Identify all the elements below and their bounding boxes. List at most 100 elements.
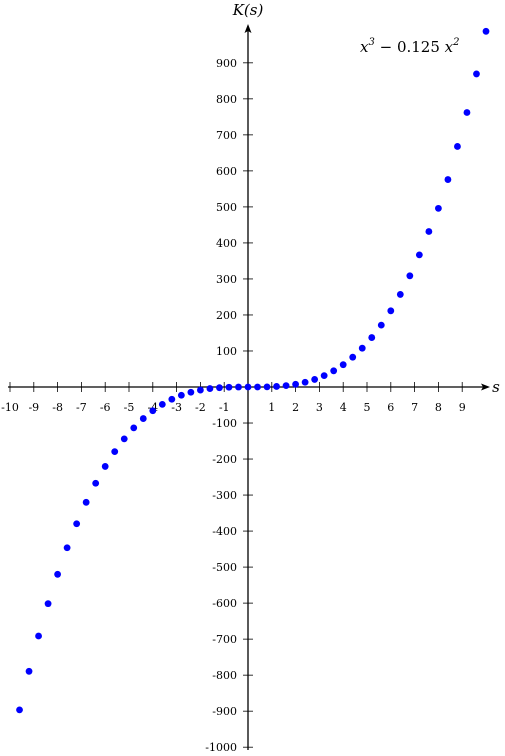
data-point bbox=[73, 520, 81, 528]
legend-middle: − 0.125 bbox=[375, 38, 445, 56]
y-tick-label: 100 bbox=[216, 345, 237, 358]
data-point bbox=[206, 385, 214, 392]
data-point bbox=[244, 383, 252, 391]
data-point bbox=[349, 353, 357, 361]
y-tick-label: -200 bbox=[212, 453, 237, 466]
y-tick-label: 900 bbox=[216, 57, 237, 70]
data-point bbox=[177, 391, 185, 399]
x-tick-label: -8 bbox=[52, 401, 63, 414]
data-point bbox=[158, 400, 166, 408]
x-tick-label: 1 bbox=[268, 401, 275, 414]
y-tick-label: 800 bbox=[216, 93, 237, 106]
x-tick-label: -3 bbox=[171, 401, 182, 414]
data-point bbox=[282, 382, 290, 390]
x-tick-label: -5 bbox=[124, 401, 135, 414]
legend-exponent-1: 3 bbox=[368, 37, 374, 48]
y-tick-label: -900 bbox=[212, 705, 237, 718]
x-tick-label: 8 bbox=[435, 401, 442, 414]
data-point bbox=[435, 204, 442, 212]
data-point bbox=[197, 386, 204, 394]
data-point bbox=[168, 395, 176, 403]
data-point bbox=[482, 27, 490, 35]
data-point bbox=[273, 383, 280, 390]
data-point bbox=[292, 380, 299, 388]
data-point bbox=[111, 448, 119, 456]
y-tick-label: 500 bbox=[216, 201, 237, 214]
y-tick-label: 300 bbox=[216, 273, 237, 286]
legend-entry-formula: x3 − 0.125 x2 bbox=[360, 37, 460, 56]
data-point bbox=[368, 334, 376, 341]
x-tick-label: 3 bbox=[316, 401, 323, 414]
data-point bbox=[149, 407, 157, 415]
data-point bbox=[235, 383, 242, 391]
x-tick-label: -1 bbox=[219, 401, 230, 414]
data-point bbox=[444, 176, 452, 183]
x-tick-label: -9 bbox=[28, 401, 39, 414]
x-tick-label: -7 bbox=[76, 401, 87, 414]
x-tick-label: 7 bbox=[411, 401, 418, 414]
y-tick-label: -800 bbox=[212, 669, 237, 682]
data-point bbox=[358, 344, 366, 352]
x-axis-arrow bbox=[481, 383, 490, 391]
data-point bbox=[406, 272, 414, 280]
data-point bbox=[63, 544, 71, 552]
data-point bbox=[130, 424, 138, 432]
y-tick-label: -500 bbox=[212, 561, 237, 574]
data-point bbox=[396, 291, 404, 298]
x-tick-label: 6 bbox=[387, 401, 394, 414]
x-tick-label: 9 bbox=[459, 401, 466, 414]
data-point bbox=[263, 383, 271, 391]
legend-exponent-2: 2 bbox=[452, 37, 459, 48]
data-point bbox=[35, 632, 42, 640]
data-point bbox=[101, 463, 109, 470]
data-point bbox=[187, 388, 195, 396]
data-point bbox=[425, 228, 433, 235]
y-axis-arrow bbox=[244, 24, 252, 33]
x-tick-label: 4 bbox=[340, 401, 347, 414]
data-point bbox=[339, 361, 347, 369]
y-tick-label: 700 bbox=[216, 129, 237, 142]
ticks: -10-9-8-7-6-5-4-3-2-1123456789-1000-900-… bbox=[1, 57, 466, 754]
y-tick-label: 200 bbox=[216, 309, 237, 322]
data-point bbox=[377, 321, 385, 329]
data-point bbox=[301, 378, 309, 386]
data-point bbox=[225, 383, 233, 391]
y-tick-label: -300 bbox=[212, 489, 237, 502]
data-point bbox=[473, 70, 480, 78]
data-point bbox=[320, 372, 328, 380]
y-axis-label: K(s) bbox=[232, 1, 264, 19]
legend-base-2: x bbox=[445, 38, 454, 56]
x-tick-label: -6 bbox=[100, 401, 111, 414]
data-point bbox=[415, 251, 423, 259]
data-point bbox=[139, 415, 147, 422]
x-axis-label: s bbox=[492, 378, 500, 396]
y-tick-label: -700 bbox=[212, 633, 237, 646]
data-point bbox=[44, 600, 52, 608]
data-point bbox=[387, 307, 395, 315]
x-tick-label: 2 bbox=[292, 401, 299, 414]
data-point bbox=[454, 143, 461, 150]
data-point bbox=[216, 384, 223, 392]
data-point bbox=[54, 570, 61, 578]
y-tick-label: -400 bbox=[212, 525, 237, 538]
data-point bbox=[25, 667, 33, 675]
x-tick-label: -10 bbox=[1, 401, 19, 414]
data-point bbox=[92, 479, 100, 487]
data-point bbox=[120, 435, 128, 443]
data-points bbox=[16, 27, 490, 714]
x-tick-label: 5 bbox=[364, 401, 371, 414]
y-tick-label: -600 bbox=[212, 597, 237, 610]
data-point bbox=[254, 383, 261, 391]
data-point bbox=[330, 367, 338, 375]
y-tick-label: -1000 bbox=[205, 741, 237, 754]
data-point bbox=[82, 498, 90, 506]
y-tick-label: 400 bbox=[216, 237, 237, 250]
x-tick-label: -2 bbox=[195, 401, 206, 414]
data-point bbox=[16, 706, 23, 714]
y-tick-label: 600 bbox=[216, 165, 237, 178]
data-point bbox=[311, 376, 319, 383]
data-point bbox=[463, 109, 471, 116]
y-tick-label: -100 bbox=[212, 417, 237, 430]
legend-base-1: x bbox=[360, 38, 369, 56]
